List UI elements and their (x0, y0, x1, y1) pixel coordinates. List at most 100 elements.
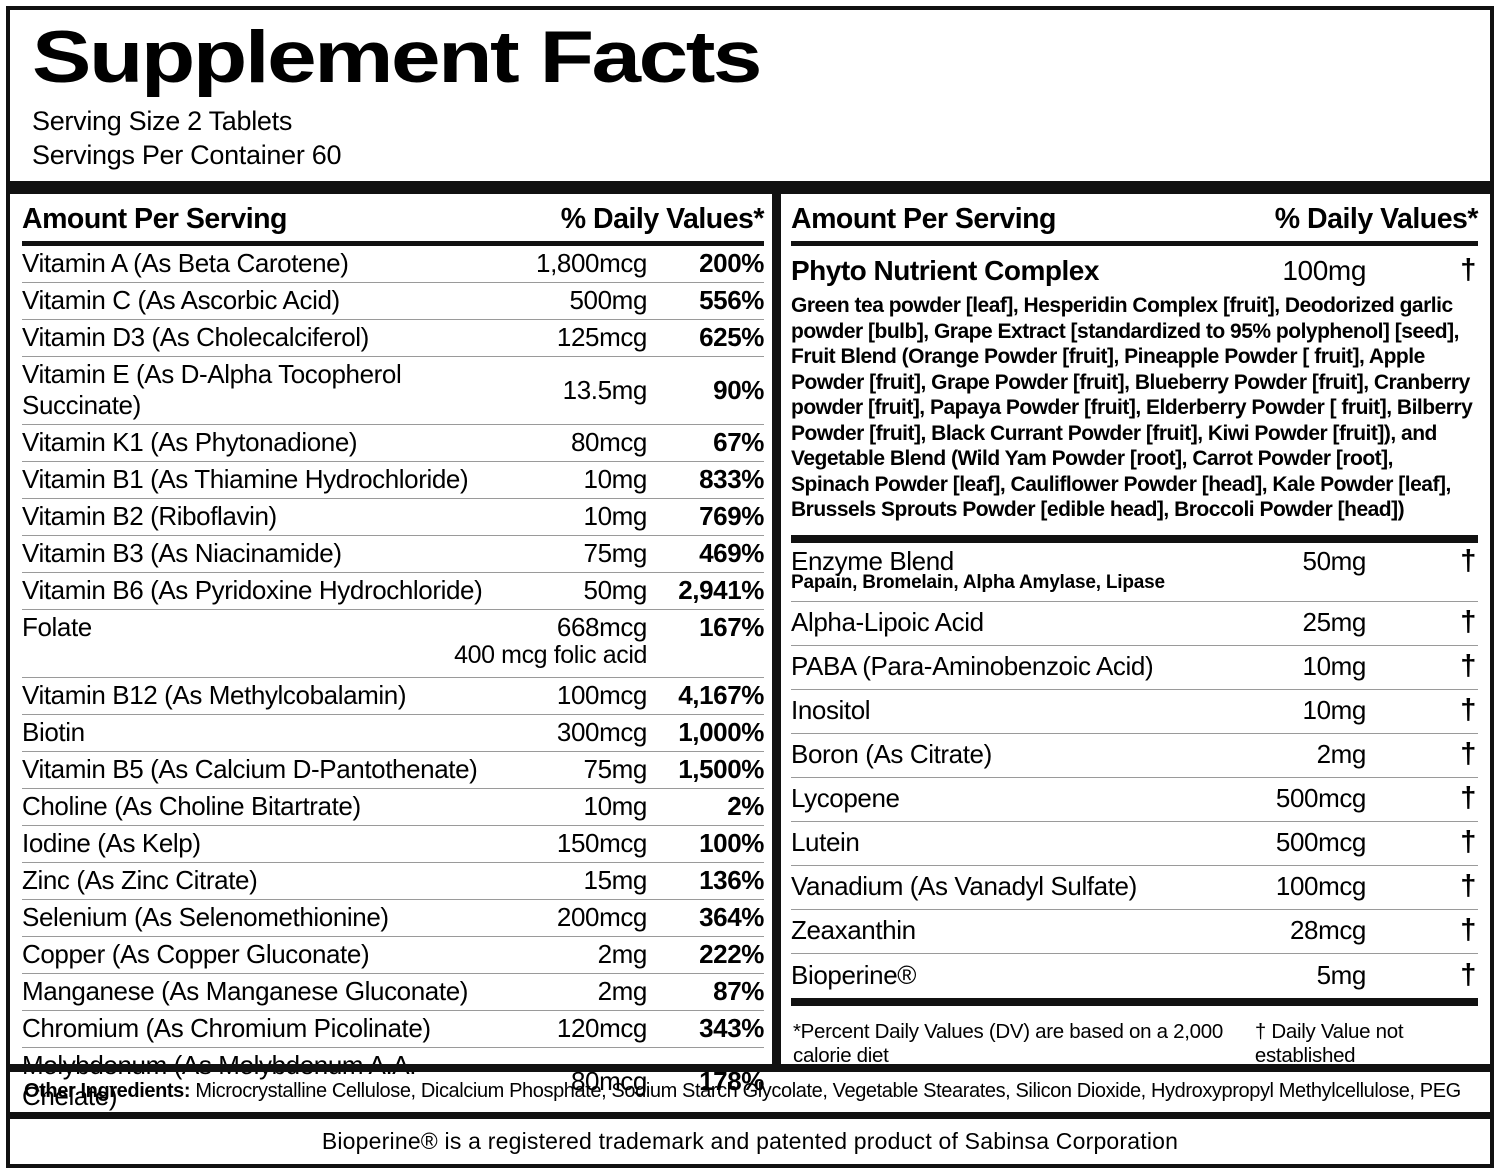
nutrient-row: Bioperine® 5mg † (791, 954, 1478, 998)
nutrient-name: Inositol (791, 695, 871, 725)
nutrient-name: Lycopene (791, 783, 900, 813)
nutrient-name: Enzyme Blend (791, 545, 954, 576)
nutrient-daily-value: 1,000% (678, 717, 764, 747)
nutrient-amount: 150mcg (556, 828, 648, 858)
nutrient-row: Selenium (As Selenomethionine) 200mcg 36… (22, 900, 764, 937)
nutrient-row: Iodine (As Kelp) 150mcg 100% (22, 826, 764, 863)
nutrient-row: Chromium (As Chromium Picolinate) 120mcg… (22, 1011, 764, 1048)
nutrient-name: Vitamin B1 (As Thiamine Hydrochloride) (22, 464, 469, 494)
nutrient-name: Chromium (As Chromium Picolinate) (22, 1013, 431, 1043)
nutrient-row: Vanadium (As Vanadyl Sulfate) 100mcg † (791, 866, 1478, 910)
nutrient-daily-value: 67% (713, 427, 764, 457)
nutrient-amount: 28mcg (1289, 915, 1366, 945)
nutrient-amount: 10mg (583, 501, 648, 531)
nutrient-name: Folate (22, 612, 92, 642)
nutrient-row: Vitamin C (As Ascorbic Acid) 500mg 556% (22, 283, 764, 320)
nutrient-amount: 25mg (1302, 607, 1367, 637)
nutrient-name: Vitamin E (As D-Alpha Tocopherol Succina… (22, 359, 402, 420)
nutrient-row: Zinc (As Zinc Citrate) 15mg 136% (22, 863, 764, 900)
nutrient-daily-value: 100% (699, 828, 764, 858)
nutrient-daily-value: 769% (699, 501, 764, 531)
nutrient-daily-value: 833% (699, 464, 764, 494)
column-divider (772, 194, 781, 1064)
nutrient-amount: 100mcg (1275, 871, 1367, 901)
footnote-daily-values: *Percent Daily Values (DV) are based on … (793, 1019, 1223, 1067)
footnote-not-established: † Daily Value not established (1254, 1019, 1404, 1067)
footnotes: *Percent Daily Values (DV) are based on … (791, 1006, 1478, 1074)
nutrient-amount: 50mg (1302, 545, 1367, 576)
phyto-complex-amount: 100mg (1282, 254, 1366, 286)
nutrient-row: Alpha-Lipoic Acid 25mg † (791, 602, 1478, 646)
nutrient-amount: 80mcg (570, 427, 647, 457)
nutrient-name: Biotin (22, 717, 85, 747)
nutrient-daily-value: † (1460, 606, 1476, 638)
nutrient-amount: 15mg (583, 865, 648, 895)
other-ingredients: Other Ingredients: Microcrystalline Cell… (10, 1072, 1490, 1112)
right-header-amount: Amount Per Serving (791, 203, 1056, 235)
phyto-complex-daily-value: † (1460, 254, 1476, 286)
nutrient-row: Vitamin B5 (As Calcium D-Pantothenate) 7… (22, 752, 764, 789)
other-ingredients-text: Microcrystalline Cellulose, Dicalcium Ph… (190, 1080, 1461, 1102)
nutrient-amount: 500mg (569, 285, 648, 315)
nutrient-name: Vitamin B12 (As Methylcobalamin) (22, 680, 407, 710)
nutrient-amount: 5mg (1316, 959, 1367, 990)
nutrient-row: Inositol 10mg † (791, 690, 1478, 734)
nutrient-name: Boron (As Citrate) (791, 739, 992, 769)
nutrient-daily-value: 343% (699, 1013, 764, 1043)
nutrient-amount: 668mcg (556, 612, 648, 642)
right-column: Amount Per Serving % Daily Values* Phyto… (781, 194, 1490, 1067)
label-header: Supplement Facts Serving Size 2 Tablets … (10, 10, 1490, 181)
left-header-amount: Amount Per Serving (22, 203, 287, 235)
nutrient-amount: 2mg (597, 939, 648, 969)
nutrient-row: Zeaxanthin 28mcg † (791, 910, 1478, 954)
nutrient-amount: 100mcg (556, 680, 648, 710)
nutrient-daily-value: † (1460, 738, 1476, 770)
phyto-complex-ingredients: Green tea powder [leaf], Hesperidin Comp… (791, 294, 1473, 521)
phyto-section-divider (791, 534, 1478, 543)
phyto-complex-row: Phyto Nutrient Complex 100mg † (791, 246, 1478, 289)
left-column-header: Amount Per Serving % Daily Values* (22, 194, 765, 246)
right-rows: Enzyme Blend 50mg † Papain, Bromelain, A… (791, 543, 1478, 998)
nutrient-row: Enzyme Blend 50mg † Papain, Bromelain, A… (791, 543, 1478, 602)
nutrient-amount: 10mg (1302, 695, 1367, 725)
nutrient-row: Copper (As Copper Gluconate) 2mg 222% (22, 937, 764, 974)
nutrient-daily-value: † (1460, 826, 1476, 858)
nutrient-daily-value: 222% (699, 939, 764, 969)
nutrient-name: PABA (Para-Aminobenzoic Acid) (791, 651, 1154, 681)
nutrient-daily-value: 469% (699, 538, 764, 568)
nutrient-amount: 2mg (597, 976, 648, 1006)
nutrient-daily-value: † (1460, 694, 1476, 726)
nutrient-row: PABA (Para-Aminobenzoic Acid) 10mg † (791, 646, 1478, 690)
trademark-footer: Bioperine® is a registered trademark and… (321, 1128, 1179, 1154)
nutrient-amount: 10mg (1302, 651, 1367, 681)
nutrient-name: Vitamin B5 (As Calcium D-Pantothenate) (22, 754, 478, 784)
header-divider-bar (10, 181, 1490, 194)
nutrient-subtext: Papain, Bromelain, Alpha Amylase, Lipase (791, 571, 1165, 593)
nutrient-daily-value: 625% (699, 322, 764, 352)
nutrient-amount: 2mg (1316, 739, 1367, 769)
nutrient-name: Zinc (As Zinc Citrate) (22, 865, 258, 895)
serving-size: Serving Size 2 Tablets (32, 105, 293, 136)
nutrient-name: Alpha-Lipoic Acid (791, 607, 984, 637)
nutrient-amount: 120mcg (556, 1013, 648, 1043)
nutrient-daily-value: † (1460, 958, 1476, 991)
nutrient-daily-value: 4,167% (678, 680, 764, 710)
right-column-header: Amount Per Serving % Daily Values* (791, 194, 1479, 246)
nutrient-amount: 200mcg (556, 902, 648, 932)
nutrient-name: Vitamin A (As Beta Carotene) (22, 248, 349, 278)
nutrient-amount: 10mg (583, 464, 648, 494)
nutrient-name: Vitamin B6 (As Pyridoxine Hydrochloride) (22, 575, 483, 605)
nutrient-row: Manganese (As Manganese Gluconate) 2mg 8… (22, 974, 764, 1011)
other-ingredients-top-bar (10, 1064, 1490, 1072)
nutrient-name: Lutein (791, 827, 860, 857)
nutrient-daily-value: 200% (699, 248, 764, 278)
nutrient-name: Vitamin C (As Ascorbic Acid) (22, 285, 340, 315)
phyto-complex-name: Phyto Nutrient Complex (791, 254, 1099, 286)
other-ingredients-label: Other Ingredients: (24, 1080, 191, 1102)
nutrient-daily-value: 556% (699, 285, 764, 315)
nutrient-daily-value: 364% (699, 902, 764, 932)
nutrient-amount: 50mg (583, 575, 648, 605)
nutrient-name: Choline (As Choline Bitartrate) (22, 791, 361, 821)
nutrient-amount: 500mcg (1275, 827, 1367, 857)
nutrient-name: Iodine (As Kelp) (22, 828, 201, 858)
